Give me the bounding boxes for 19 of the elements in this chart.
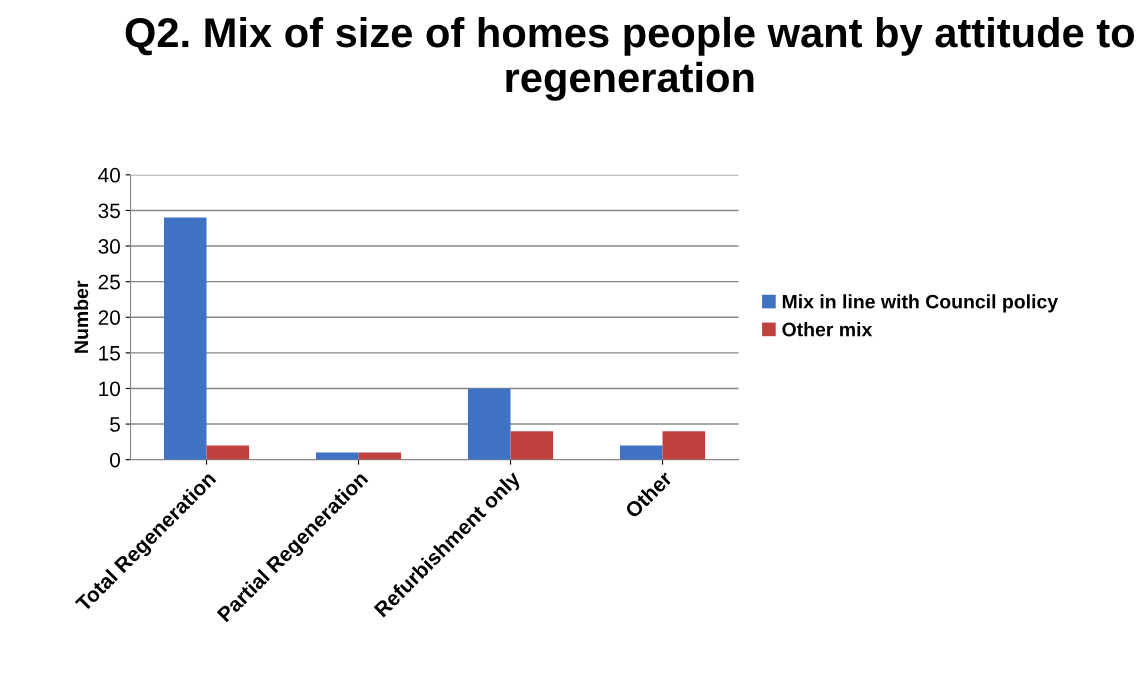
bar xyxy=(206,445,250,460)
y-tick-label: 35 xyxy=(98,203,120,219)
y-tick-label: 25 xyxy=(98,274,120,290)
bar xyxy=(510,431,554,460)
chart-title: Q2. Mix of size of homes people want by attitude to regeneration xyxy=(125,16,1134,101)
y-tick-label: 0 xyxy=(110,452,120,468)
bar xyxy=(467,388,511,460)
y-tick-label: 15 xyxy=(99,346,120,361)
y-tick-label: 30 xyxy=(98,239,120,254)
y-tick-label: 5 xyxy=(110,417,120,432)
bar xyxy=(163,217,207,460)
y-axis-title: Number xyxy=(73,280,89,353)
y-tick-label: 40 xyxy=(98,167,120,183)
bar xyxy=(662,431,706,460)
legend-label: Other mix xyxy=(782,322,873,337)
bar xyxy=(619,445,663,460)
legend-label: Mix in line with Council policy xyxy=(782,294,1059,313)
y-tick-label: 20 xyxy=(98,310,120,325)
y-tick-label: 10 xyxy=(99,381,120,397)
